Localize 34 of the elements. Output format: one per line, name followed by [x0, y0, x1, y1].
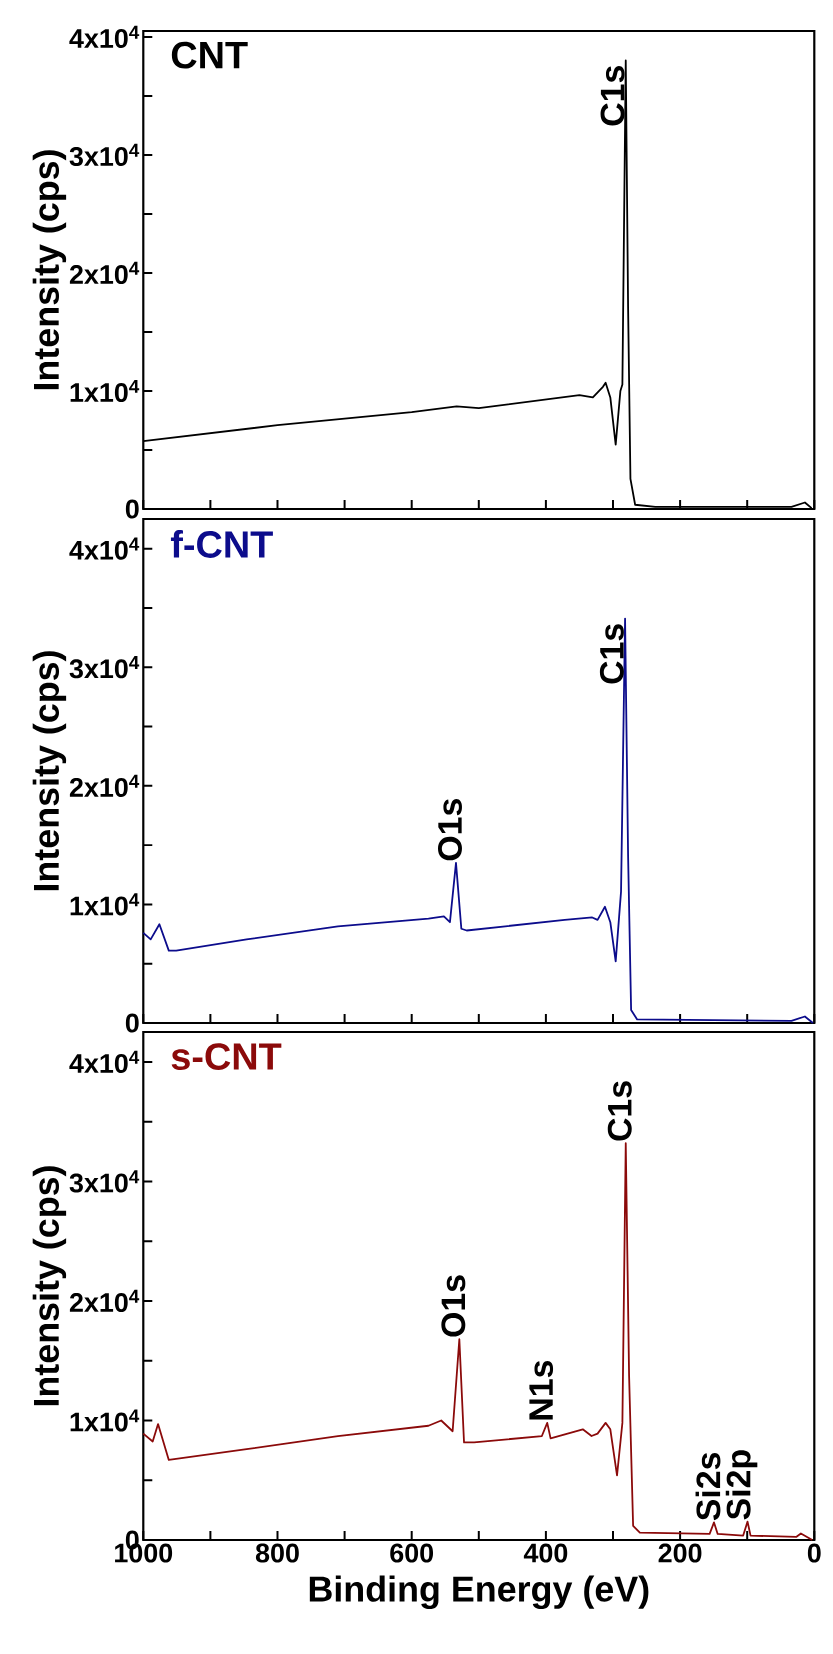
y-tick-label: 3x10$^{4}$: [69, 1170, 140, 1193]
y-tick-label: 0: [125, 1013, 139, 1033]
x-tick-label: 800: [255, 1543, 299, 1563]
y-axis-title: Intensity (cps): [32, 651, 66, 891]
text: f-CNT: [170, 530, 273, 558]
annotation: C1s: [600, 66, 625, 126]
y-tick-label: 4x10$^{4}$: [69, 25, 140, 49]
annotation: N1s: [529, 1360, 553, 1420]
annotation: C1s: [599, 624, 624, 684]
y-tick-label: 1x10$^{4}$: [70, 893, 140, 916]
y-tick-label: 4x10$^{4}$: [69, 1050, 140, 1073]
y-tick-label: 3x10$^{4}$: [69, 656, 140, 679]
annotation: C1s: [607, 1081, 632, 1141]
y-axis-title: Intensity (cps): [32, 150, 66, 390]
y-tick-label: 1x10$^{4}$: [70, 379, 140, 403]
y-tick-label: 1x10$^{4}$: [70, 1409, 140, 1432]
text: s-CNT: [171, 1043, 282, 1070]
y-tick-label: 2x10$^{4}$: [69, 261, 140, 285]
y-tick-label: 3x10$^{4}$: [69, 143, 140, 167]
x-tick-label: 0: [807, 1543, 821, 1563]
x-axis-title: Binding Energy (eV): [309, 1575, 649, 1609]
y-tick-label: 0: [125, 499, 139, 519]
y-tick-label: 4x10$^{4}$: [69, 537, 140, 560]
x-tick-label: 200: [658, 1543, 702, 1563]
x-tick-label: 400: [523, 1543, 568, 1563]
legend-label: CNT: [171, 41, 248, 69]
annotation: O1s: [437, 799, 462, 861]
y-axis-title: Intensity (cps): [32, 1166, 66, 1406]
y-tick-label: 2x10$^{4}$: [69, 774, 140, 797]
annotation: Si2p: [725, 1450, 758, 1520]
y-tick-label: 2x10$^{4}$: [69, 1289, 140, 1313]
annotation: O1s: [441, 1275, 466, 1337]
x-tick-label: 600: [390, 1543, 433, 1563]
annotation: Si2s: [695, 1452, 721, 1521]
